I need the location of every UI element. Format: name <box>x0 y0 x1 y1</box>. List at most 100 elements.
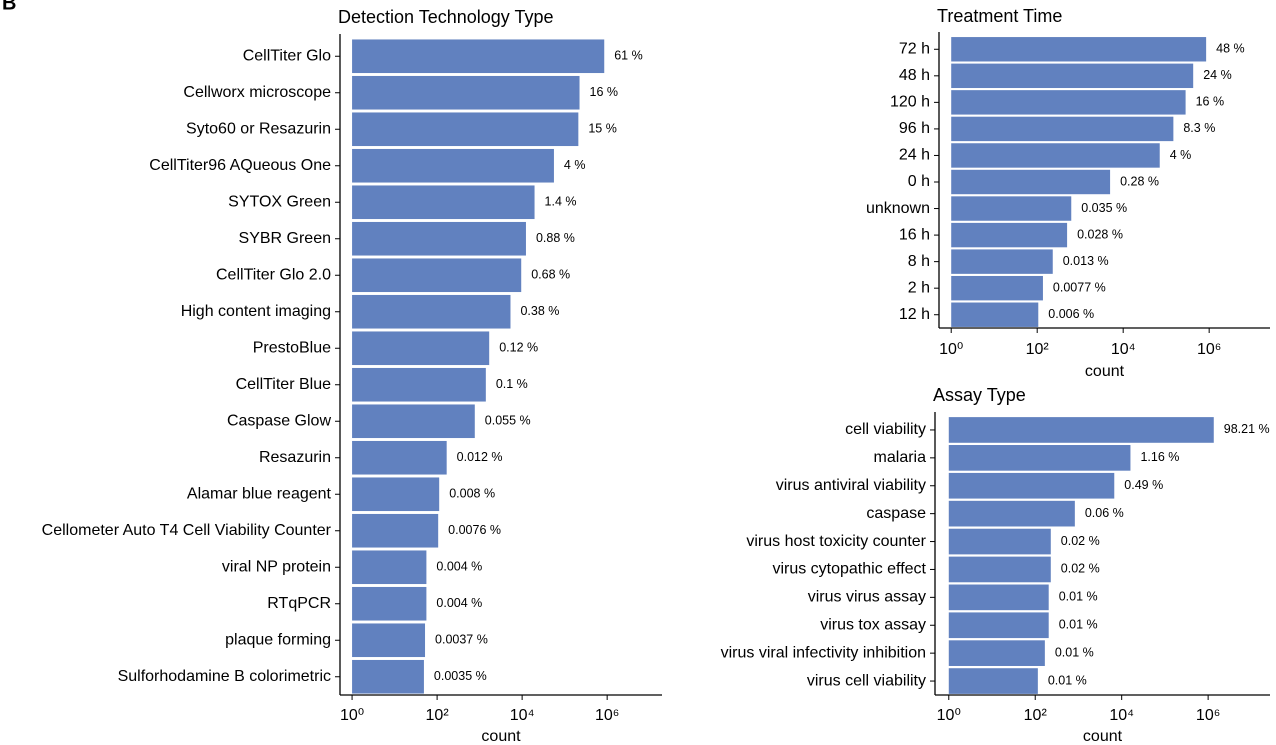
bar-label: 0.88 % <box>536 231 575 245</box>
y-tick-label: Resazurin <box>259 449 331 466</box>
y-tick-label: viral NP protein <box>222 558 331 575</box>
x-tick-label: 10⁰ <box>340 707 364 724</box>
bar <box>352 39 605 74</box>
bar-label: 15 % <box>588 122 617 136</box>
bar <box>951 169 1111 195</box>
x-tick-label: 10⁶ <box>1196 707 1220 724</box>
y-tick-label: virus virus assay <box>808 589 926 606</box>
bar <box>951 37 1207 62</box>
bar-label: 0.012 % <box>457 450 503 464</box>
y-tick-label: Caspase Glow <box>227 412 331 429</box>
y-tick-label: High content imaging <box>181 303 331 320</box>
bar-label: 0.008 % <box>449 487 495 501</box>
chart-title: Assay Type <box>933 385 1026 405</box>
bar <box>948 556 1051 583</box>
bar-label: 1.16 % <box>1140 450 1179 464</box>
bar-label: 0.1 % <box>496 377 528 391</box>
bar <box>352 331 490 366</box>
bar <box>352 513 439 548</box>
bar-label: 0.02 % <box>1061 562 1100 576</box>
x-tick-label: 10⁴ <box>1109 707 1134 724</box>
y-tick-label: caspase <box>866 505 926 522</box>
y-tick-label: plaque forming <box>225 631 331 648</box>
bar <box>352 75 580 110</box>
bar <box>948 417 1214 443</box>
x-tick-label: 10⁴ <box>510 707 535 724</box>
x-tick-label: 10² <box>1024 707 1048 724</box>
bar-label: 0.0035 % <box>434 669 487 683</box>
bar-label: 0.006 % <box>1048 307 1094 321</box>
bar <box>352 659 424 694</box>
bar <box>352 112 579 147</box>
chart-title: Detection Technology Type <box>338 7 553 27</box>
y-tick-label: CellTiter Blue <box>236 376 332 393</box>
bar-label: 48 % <box>1216 42 1245 56</box>
bar <box>948 668 1038 694</box>
y-tick-label: SYBR Green <box>239 230 331 247</box>
y-tick-label: 72 h <box>899 40 930 57</box>
bar <box>951 116 1174 142</box>
y-tick-label: CellTiter Glo 2.0 <box>216 266 331 283</box>
bar-label: 61 % <box>614 49 643 63</box>
bar-label: 0.01 % <box>1055 645 1094 659</box>
bar-label: 0.68 % <box>531 268 570 282</box>
bar-label: 0.12 % <box>499 341 538 355</box>
bar <box>948 584 1049 611</box>
x-tick-label: 10⁰ <box>939 341 963 358</box>
bar-label: 16 % <box>590 85 619 99</box>
bar-label: 4 % <box>564 158 586 172</box>
bar <box>951 63 1194 89</box>
x-axis-label: count <box>481 728 521 745</box>
y-tick-label: 96 h <box>899 120 930 137</box>
bar-label: 0.013 % <box>1063 254 1109 268</box>
y-tick-label: virus host toxicity counter <box>746 533 926 550</box>
bar-label: 0.035 % <box>1081 201 1127 215</box>
bar <box>951 222 1068 248</box>
y-tick-label: virus tox assay <box>820 616 926 633</box>
x-tick-label: 10⁰ <box>937 707 961 724</box>
y-tick-label: RTqPCR <box>267 595 331 612</box>
x-tick-label: 10² <box>426 707 450 724</box>
bar <box>951 143 1160 168</box>
bar <box>352 258 522 293</box>
y-tick-label: 24 h <box>899 147 930 164</box>
y-tick-label: virus cell viability <box>807 672 926 689</box>
y-tick-label: 16 h <box>899 226 930 243</box>
bar <box>951 302 1039 327</box>
bar-label: 0.06 % <box>1085 506 1124 520</box>
y-tick-label: Syto60 or Resazurin <box>186 120 331 137</box>
y-tick-label: Sulforhodamine B colorimetric <box>118 668 331 685</box>
y-tick-label: virus antiviral viability <box>776 477 926 494</box>
bar <box>352 404 475 439</box>
bar-label: 0.028 % <box>1077 227 1123 241</box>
y-tick-label: 12 h <box>899 306 930 323</box>
y-tick-label: cell viability <box>845 421 926 438</box>
bar-label: 1.4 % <box>545 195 577 209</box>
bar <box>951 249 1053 274</box>
y-tick-label: malaria <box>874 449 927 466</box>
bar-label: 0.055 % <box>485 414 531 428</box>
bar <box>948 640 1045 666</box>
bar <box>948 528 1051 555</box>
bar <box>352 367 486 402</box>
x-tick-label: 10² <box>1026 341 1050 358</box>
bar <box>352 623 426 658</box>
x-axis-label: count <box>1083 728 1123 745</box>
bar-label: 0.01 % <box>1048 673 1087 687</box>
y-tick-label: 2 h <box>908 279 930 296</box>
bar <box>352 185 535 220</box>
bar <box>948 500 1075 527</box>
y-tick-label: virus cytopathic effect <box>772 561 926 578</box>
panel-label: B <box>2 0 16 14</box>
bar-label: 4 % <box>1170 148 1192 162</box>
bar <box>948 612 1049 639</box>
bar-label: 0.28 % <box>1120 174 1159 188</box>
x-tick-label: 10⁴ <box>1111 341 1136 358</box>
chart-title: Treatment Time <box>937 6 1062 26</box>
bar-label: 0.02 % <box>1061 534 1100 548</box>
bar <box>951 275 1043 301</box>
bar <box>948 472 1115 499</box>
bar-label: 16 % <box>1196 95 1225 109</box>
bar-label: 0.01 % <box>1059 618 1098 632</box>
